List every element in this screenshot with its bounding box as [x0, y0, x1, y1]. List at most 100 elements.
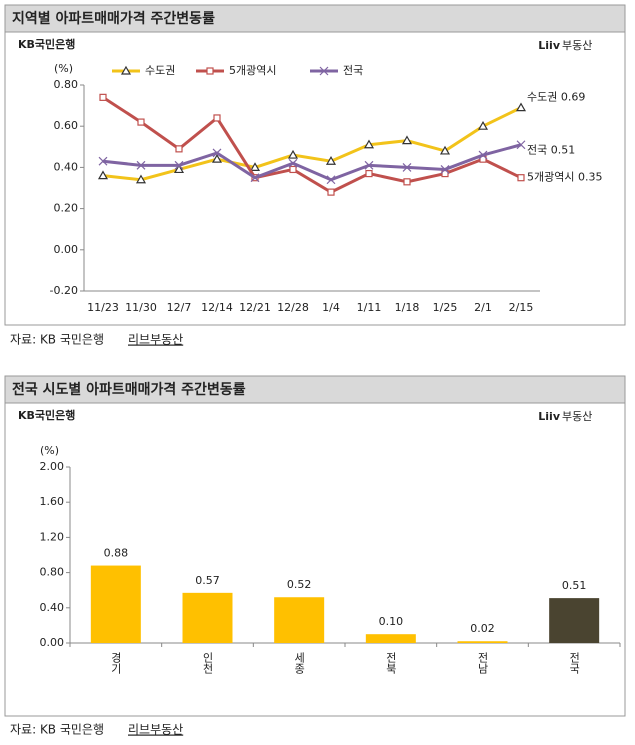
marker [99, 93, 107, 101]
x-tick-label: 경기 [109, 652, 122, 674]
marker [136, 160, 146, 170]
x-tick-label: 12/7 [167, 301, 192, 314]
legend-label: 5개광역시 [229, 64, 276, 77]
marker [325, 156, 337, 165]
value-label: 0.10 [379, 615, 404, 628]
marker [289, 165, 297, 174]
y-tick-label: 1.60 [40, 495, 65, 508]
marker [401, 135, 413, 145]
header-bar [4, 375, 626, 404]
end-label: 수도권 0.69 [527, 91, 585, 104]
bar [549, 598, 600, 643]
y-tick-label: 0.00 [40, 636, 65, 649]
x-tick-label: 인천 [201, 652, 214, 674]
y-tick-label: -0.20 [50, 284, 78, 297]
marker [173, 164, 185, 174]
bar [365, 634, 416, 643]
x-tick-label: 전국 [568, 652, 581, 674]
series-line [102, 106, 522, 182]
marker [326, 175, 336, 185]
source: 자료: KB 국민은행 [10, 332, 104, 347]
marker [477, 120, 489, 130]
marker [211, 153, 223, 163]
x-tick-label: 1/25 [433, 301, 458, 314]
marker [515, 102, 527, 112]
source-brand: 리브부동산 [128, 723, 183, 737]
x-tick-label: 1/11 [357, 301, 382, 314]
marker [516, 140, 526, 150]
brand: Liiv [538, 410, 561, 423]
y-tick-label: 0.40 [54, 160, 79, 173]
y-tick-label: 0.60 [54, 119, 79, 132]
bar [182, 592, 233, 643]
value-label: 0.02 [470, 622, 495, 635]
header-bar [4, 4, 626, 33]
series-line [102, 143, 522, 182]
marker [135, 174, 147, 184]
chart-frame [4, 4, 626, 326]
marker [249, 162, 261, 171]
end-label: 5개광역시 0.35 [527, 171, 602, 184]
value-label: 0.57 [195, 574, 220, 587]
brand: Liiv [538, 39, 561, 52]
x-tick-label: 11/23 [87, 301, 119, 314]
y-tick-label: 1.20 [40, 530, 65, 543]
x-tick-label: 세종 [293, 652, 306, 674]
marker [137, 118, 145, 126]
legend-label: 전국 [343, 64, 363, 77]
y-tick-label: 0.80 [40, 566, 65, 579]
brand-sub: 부동산 [562, 39, 592, 52]
marker [440, 165, 450, 174]
marker [97, 170, 109, 180]
logo: KB국민은행 [18, 37, 75, 51]
x-tick-label: 12/21 [239, 301, 271, 314]
series-line [102, 96, 522, 194]
y-tick-label: 0.00 [54, 243, 79, 256]
marker [98, 156, 108, 166]
x-tick-label: 12/28 [277, 301, 309, 314]
marker [403, 178, 411, 186]
marker [174, 160, 184, 170]
bar [90, 565, 141, 643]
marker [478, 150, 488, 160]
y-unit: (%) [54, 62, 73, 75]
x-tick-label: 2/15 [509, 301, 534, 314]
chart-title: 전국 시도별 아파트매매가격 주간변동률 [12, 381, 246, 398]
marker [327, 188, 335, 196]
end-label: 전국 0.51 [527, 144, 575, 157]
marker [175, 145, 183, 153]
marker [287, 149, 299, 159]
source-brand: 리브부동산 [128, 333, 183, 347]
logo: KB국민은행 [18, 408, 75, 422]
value-label: 0.52 [287, 578, 312, 591]
marker [213, 114, 221, 122]
chart-frame [4, 375, 626, 717]
brand-sub: 부동산 [562, 410, 592, 423]
marker [206, 67, 214, 75]
x-tick-label: 2/1 [474, 301, 492, 314]
legend-label: 수도권 [145, 64, 175, 77]
x-tick-label: 12/14 [201, 301, 233, 314]
bar [274, 597, 325, 643]
y-unit: (%) [40, 444, 59, 457]
y-tick-label: 0.80 [54, 78, 79, 91]
marker [363, 139, 375, 149]
chart-title: 지역별 아파트매매가격 주간변동률 [12, 10, 215, 27]
x-tick-label: 1/4 [322, 301, 340, 314]
marker [402, 162, 412, 172]
value-label: 0.88 [104, 547, 129, 560]
marker [517, 174, 525, 182]
marker [288, 158, 298, 168]
marker [120, 65, 132, 75]
marker [364, 160, 374, 170]
marker [365, 169, 373, 178]
marker [319, 66, 329, 76]
x-tick-label: 전남 [476, 652, 489, 674]
y-tick-label: 2.00 [40, 460, 65, 473]
marker [250, 173, 260, 183]
marker [439, 145, 451, 155]
bar [457, 641, 508, 643]
x-tick-label: 전북 [384, 652, 397, 674]
marker [212, 148, 222, 158]
